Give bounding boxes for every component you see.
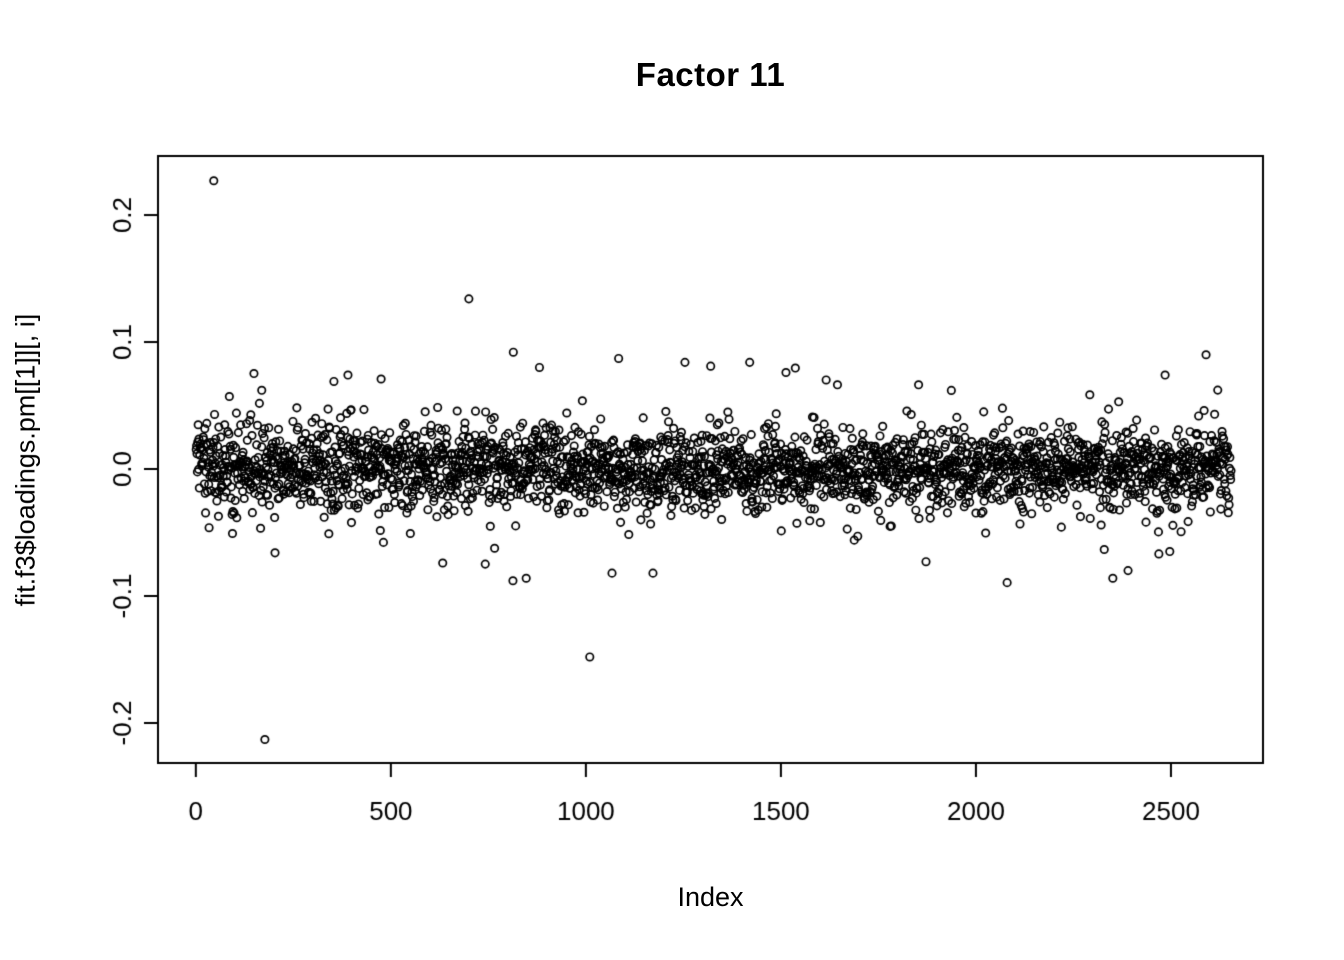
x-axis-label: Index	[677, 882, 744, 912]
chart-title: Factor 11	[635, 56, 786, 93]
y-axis-label: fit.f3$loadings.pm[[1]][, i]	[10, 313, 41, 607]
